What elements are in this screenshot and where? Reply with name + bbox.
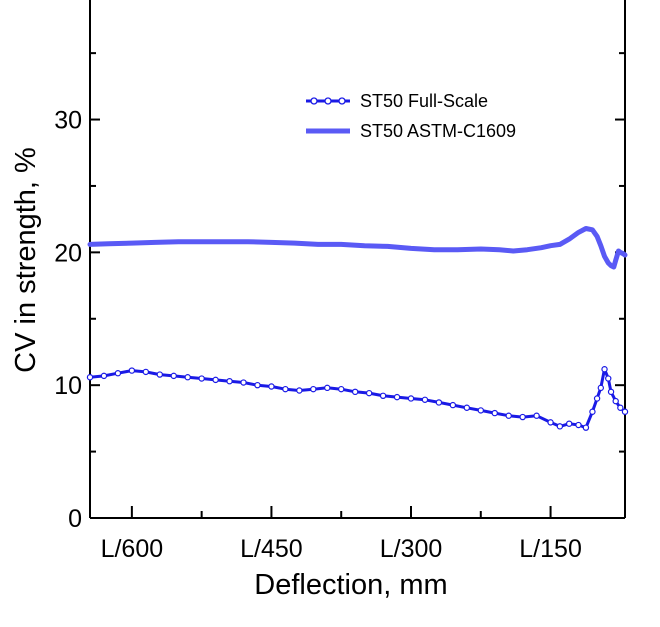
data-point [491, 409, 498, 417]
data-point [198, 375, 205, 382]
data-point [449, 401, 457, 409]
y-tick-label: 0 [68, 505, 82, 533]
legend-label: ST50 ASTM-C1609 [360, 121, 516, 141]
data-point [593, 395, 601, 402]
data-point [324, 384, 331, 392]
data-point [519, 413, 526, 421]
data-point [533, 412, 540, 419]
data-point [612, 397, 619, 405]
data-point [156, 371, 163, 378]
legend-marker [310, 97, 318, 105]
data-point [365, 389, 373, 397]
data-point [128, 367, 136, 374]
x-tick-label: L/450 [240, 535, 303, 563]
x-tick-label: L/600 [101, 535, 164, 563]
data-point [463, 404, 471, 411]
series-line-1 [88, 367, 627, 430]
data-point [338, 385, 345, 393]
data-point [589, 408, 596, 415]
data-point [435, 399, 443, 406]
x-axis-title: Deflection, mm [254, 569, 447, 601]
data-point [212, 376, 219, 384]
x-axis-ticks: L/600 L/450 L/300 L/150 [101, 506, 582, 563]
data-point [393, 393, 401, 401]
series-line-2 [87, 226, 628, 270]
legend-label: ST50 Full-Scale [360, 91, 488, 111]
legend-marker [324, 97, 332, 105]
data-point [100, 372, 108, 380]
y-axis-ticks: 0 10 20 30 [54, 52, 625, 533]
y-tick-label: 10 [54, 372, 82, 400]
data-point [407, 395, 415, 402]
data-point [86, 374, 94, 381]
data-point [351, 388, 359, 396]
data-point [240, 379, 247, 386]
data-point [421, 396, 429, 403]
y-tick-label: 20 [54, 239, 82, 267]
data-point [547, 419, 554, 426]
data-point [170, 372, 177, 380]
data-point [556, 423, 564, 430]
data-point [607, 388, 615, 396]
legend: ST50 Full-Scale ST50 ASTM-C1609 [306, 91, 516, 141]
data-point [617, 404, 624, 411]
data-point [268, 383, 275, 390]
data-point [582, 424, 590, 431]
data-point [114, 370, 122, 377]
data-point [142, 368, 150, 376]
data-point [477, 407, 484, 414]
data-point [621, 408, 629, 415]
data-point [601, 366, 608, 373]
series-layer [86, 226, 629, 431]
y-tick-label: 30 [54, 107, 82, 135]
data-point [254, 381, 261, 389]
x-tick-label: L/300 [380, 535, 443, 563]
data-point [282, 385, 289, 393]
plot-frame [89, 0, 626, 519]
data-point [184, 374, 191, 381]
data-point [379, 392, 387, 400]
legend-marker [338, 97, 346, 105]
y-axis-title: CV in strength, % [10, 147, 42, 373]
data-point [575, 421, 582, 429]
data-point [226, 377, 233, 385]
data-point [505, 412, 512, 419]
data-point [310, 385, 317, 393]
x-tick-label: L/150 [519, 535, 582, 563]
data-point [296, 387, 303, 394]
data-point [565, 420, 573, 427]
data-point [597, 384, 605, 392]
data-point [605, 375, 612, 382]
